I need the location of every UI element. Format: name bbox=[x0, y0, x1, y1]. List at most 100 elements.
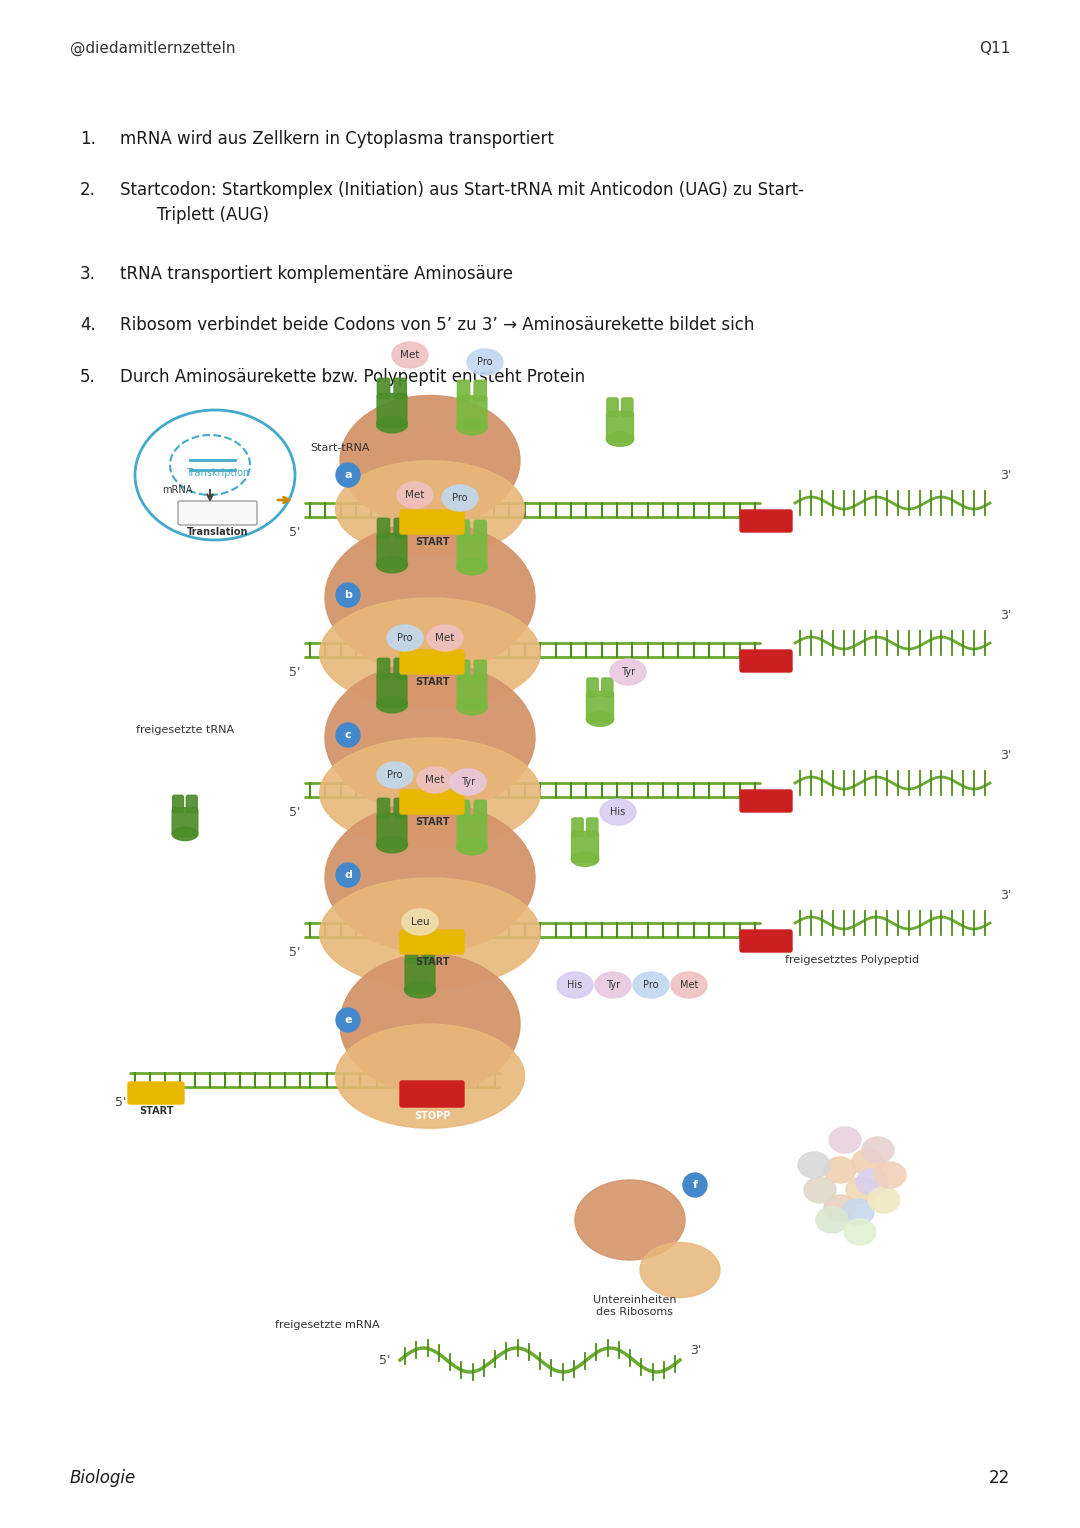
Ellipse shape bbox=[843, 1219, 876, 1245]
FancyBboxPatch shape bbox=[394, 659, 406, 678]
FancyBboxPatch shape bbox=[457, 396, 487, 429]
FancyBboxPatch shape bbox=[571, 831, 598, 862]
Text: 5.: 5. bbox=[80, 368, 96, 385]
FancyBboxPatch shape bbox=[458, 520, 470, 541]
Text: Tyr: Tyr bbox=[461, 778, 475, 787]
Ellipse shape bbox=[633, 972, 669, 998]
FancyBboxPatch shape bbox=[400, 931, 464, 953]
Ellipse shape bbox=[557, 972, 593, 998]
FancyBboxPatch shape bbox=[394, 518, 406, 539]
Text: Met: Met bbox=[401, 350, 420, 361]
Ellipse shape bbox=[804, 1177, 836, 1203]
FancyBboxPatch shape bbox=[377, 394, 407, 428]
Text: mRNA wird aus Zellkern in Cytoplasma transportiert: mRNA wird aus Zellkern in Cytoplasma tra… bbox=[120, 130, 554, 148]
Ellipse shape bbox=[575, 1180, 685, 1261]
Ellipse shape bbox=[671, 972, 707, 998]
Text: 5': 5' bbox=[378, 1354, 390, 1366]
Ellipse shape bbox=[340, 396, 519, 526]
Text: 3': 3' bbox=[690, 1343, 701, 1357]
Ellipse shape bbox=[586, 712, 613, 726]
Ellipse shape bbox=[846, 1177, 878, 1203]
FancyBboxPatch shape bbox=[740, 790, 792, 811]
Text: freigesetzte tRNA: freigesetzte tRNA bbox=[136, 724, 234, 735]
Ellipse shape bbox=[336, 461, 525, 556]
Text: His: His bbox=[610, 807, 625, 817]
Ellipse shape bbox=[377, 417, 407, 432]
Text: @diedamitlernzetteln: @diedamitlernzetteln bbox=[70, 40, 235, 55]
Ellipse shape bbox=[336, 1024, 525, 1128]
Text: Transkription: Transkription bbox=[187, 468, 249, 478]
FancyBboxPatch shape bbox=[377, 533, 407, 568]
FancyBboxPatch shape bbox=[400, 1080, 464, 1106]
Text: Pro: Pro bbox=[477, 358, 492, 367]
Text: e: e bbox=[345, 1015, 352, 1025]
Text: START: START bbox=[415, 536, 449, 547]
FancyBboxPatch shape bbox=[622, 397, 633, 416]
Text: 22: 22 bbox=[989, 1468, 1010, 1487]
FancyBboxPatch shape bbox=[740, 931, 792, 952]
Ellipse shape bbox=[457, 419, 487, 435]
Text: Pro: Pro bbox=[644, 979, 659, 990]
FancyBboxPatch shape bbox=[187, 795, 198, 813]
Text: 3': 3' bbox=[1000, 469, 1011, 481]
Ellipse shape bbox=[874, 1161, 906, 1187]
Text: 5': 5' bbox=[288, 526, 300, 538]
Circle shape bbox=[336, 463, 360, 487]
Text: freigesetzte mRNA: freigesetzte mRNA bbox=[275, 1320, 380, 1329]
FancyBboxPatch shape bbox=[405, 943, 418, 964]
Text: 2.: 2. bbox=[80, 182, 96, 199]
Circle shape bbox=[336, 1008, 360, 1031]
Ellipse shape bbox=[824, 1195, 856, 1221]
Text: 5': 5' bbox=[288, 946, 300, 958]
Ellipse shape bbox=[606, 432, 634, 446]
FancyBboxPatch shape bbox=[607, 397, 618, 416]
FancyBboxPatch shape bbox=[129, 1082, 184, 1105]
Ellipse shape bbox=[417, 767, 453, 793]
Text: Leu: Leu bbox=[410, 917, 430, 927]
FancyBboxPatch shape bbox=[457, 536, 487, 570]
FancyBboxPatch shape bbox=[377, 813, 407, 848]
Text: Startcodon: Startkomplex (Initiation) aus Start-tRNA mit Anticodon (UAG) zu Star: Startcodon: Startkomplex (Initiation) au… bbox=[120, 182, 804, 225]
FancyBboxPatch shape bbox=[400, 790, 464, 814]
FancyBboxPatch shape bbox=[474, 380, 486, 400]
Text: Durch Aminosäurekette bzw. Polypeptit entsteht Protein: Durch Aminosäurekette bzw. Polypeptit en… bbox=[120, 368, 585, 385]
Ellipse shape bbox=[325, 523, 535, 672]
Text: STOPP: STOPP bbox=[747, 814, 784, 824]
FancyBboxPatch shape bbox=[178, 501, 257, 526]
Text: freigesetztes Polypeptid: freigesetztes Polypeptid bbox=[785, 955, 919, 966]
Ellipse shape bbox=[387, 625, 423, 651]
Text: Ribosom verbindet beide Codons von 5ʼ zu 3ʼ → Aminosäurekette bildet sich: Ribosom verbindet beide Codons von 5ʼ zu… bbox=[120, 316, 754, 335]
Text: STOPP: STOPP bbox=[414, 1111, 450, 1122]
FancyBboxPatch shape bbox=[377, 798, 390, 819]
FancyBboxPatch shape bbox=[458, 380, 470, 400]
Text: 3.: 3. bbox=[80, 264, 96, 283]
FancyBboxPatch shape bbox=[377, 674, 407, 707]
FancyBboxPatch shape bbox=[602, 678, 613, 697]
Text: STOPP: STOPP bbox=[747, 533, 784, 544]
Text: Q11: Q11 bbox=[978, 41, 1010, 55]
Text: 5': 5' bbox=[288, 666, 300, 678]
FancyBboxPatch shape bbox=[400, 510, 464, 533]
Ellipse shape bbox=[427, 625, 463, 651]
FancyBboxPatch shape bbox=[586, 817, 598, 836]
Ellipse shape bbox=[467, 348, 503, 374]
Ellipse shape bbox=[392, 342, 428, 368]
FancyBboxPatch shape bbox=[740, 649, 792, 672]
Text: STOPP: STOPP bbox=[747, 953, 784, 964]
Ellipse shape bbox=[377, 836, 407, 853]
Ellipse shape bbox=[457, 698, 487, 715]
FancyBboxPatch shape bbox=[394, 379, 406, 399]
FancyBboxPatch shape bbox=[172, 808, 198, 837]
FancyBboxPatch shape bbox=[457, 675, 487, 709]
Text: a: a bbox=[345, 471, 352, 480]
Text: 3': 3' bbox=[1000, 749, 1011, 761]
FancyBboxPatch shape bbox=[740, 510, 792, 532]
FancyBboxPatch shape bbox=[607, 411, 634, 442]
Text: Met: Met bbox=[435, 633, 455, 643]
Ellipse shape bbox=[405, 981, 435, 998]
Text: Pro: Pro bbox=[397, 633, 413, 643]
Text: mRNA: mRNA bbox=[162, 484, 192, 495]
FancyBboxPatch shape bbox=[474, 801, 486, 821]
Circle shape bbox=[336, 863, 360, 886]
Ellipse shape bbox=[852, 1149, 885, 1175]
